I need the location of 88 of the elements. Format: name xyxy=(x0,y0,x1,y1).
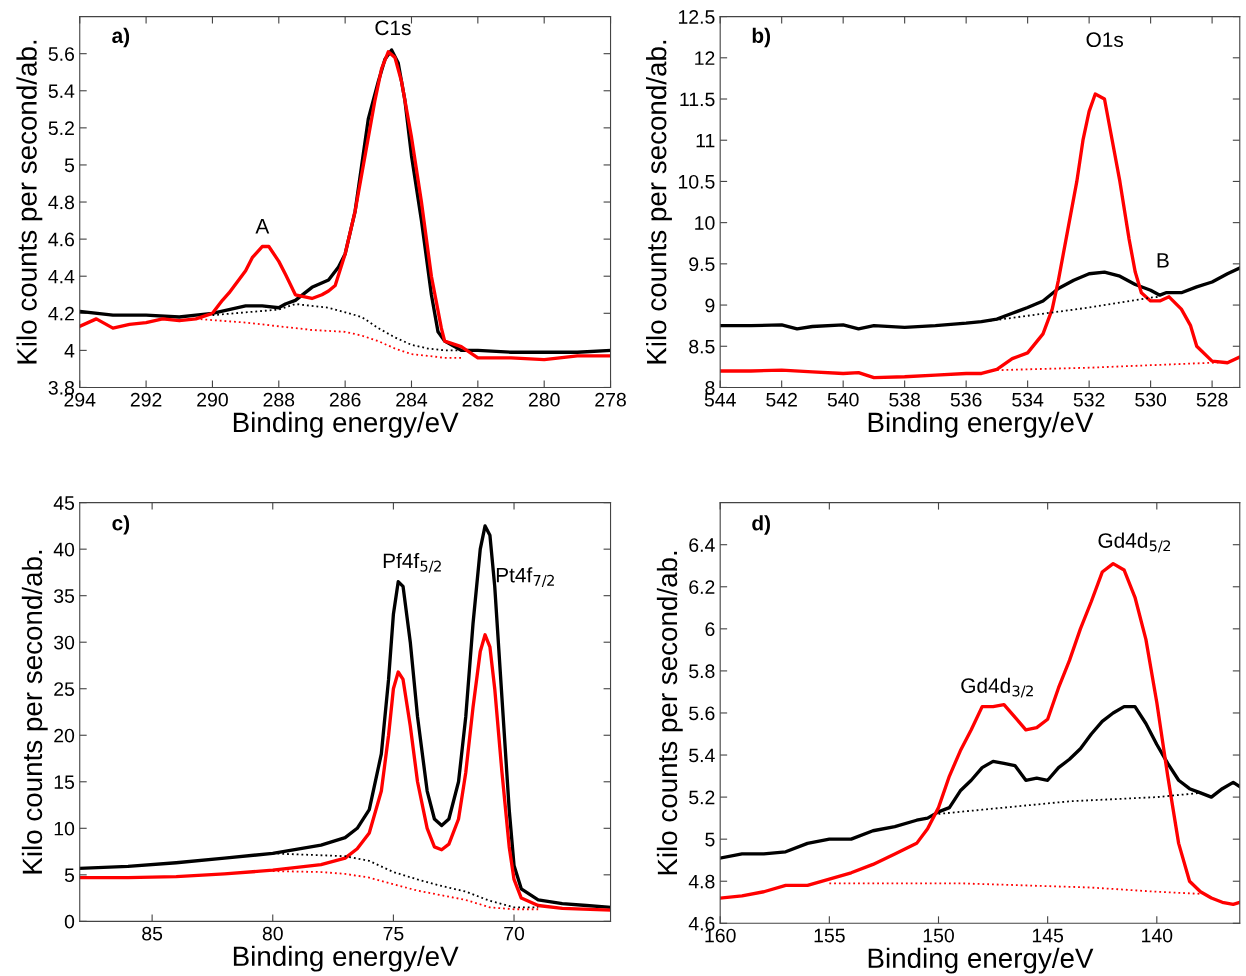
x-tick-label: 140 xyxy=(1142,928,1173,943)
y-tick-label: 11 xyxy=(696,133,715,148)
y-tick-label: 40 xyxy=(53,542,75,557)
x-tick-label: 542 xyxy=(766,392,797,407)
y-axis-title: Kilo counts per second/ab. xyxy=(646,40,672,364)
annotation: Gd4d$_{5/2}$ xyxy=(1098,532,1171,553)
annotation: O1s xyxy=(1086,32,1124,48)
y-tick-label: 10 xyxy=(54,821,75,836)
y-tick-label: 35 xyxy=(54,589,75,603)
text: d) xyxy=(752,515,770,535)
annotation: B xyxy=(1157,253,1169,268)
x-tick-label: 528 xyxy=(1196,392,1228,407)
line-series xyxy=(720,704,1240,860)
y-tick-label: 4.4 xyxy=(48,269,75,284)
y-tick-label: 5.4 xyxy=(48,84,75,98)
y-tick-label: 0 xyxy=(64,914,75,929)
x-axis-title: Binding energy/eV xyxy=(868,411,1094,438)
line-series xyxy=(720,92,1240,380)
y-tick-label: 5 xyxy=(64,868,75,883)
x-tick-label: 534 xyxy=(1012,392,1044,407)
y-tick-label: 4 xyxy=(64,344,75,358)
x-tick-label: 278 xyxy=(595,392,626,407)
y-tick-label: 25 xyxy=(54,682,75,696)
line-series xyxy=(828,882,1202,895)
y-tick-label: 5.6 xyxy=(48,47,75,61)
x-axis-title: Binding energy/eV xyxy=(233,411,459,438)
x-tick-label: 536 xyxy=(950,392,982,407)
y-tick-label: 5.6 xyxy=(689,706,715,721)
line-series xyxy=(720,561,1240,907)
y-tick-label: 20 xyxy=(54,728,75,743)
x-tick-label: 286 xyxy=(329,392,361,407)
x-tick-label: 280 xyxy=(528,392,560,407)
y-tick-label: 4.8 xyxy=(48,195,75,210)
x-tick-label: 85 xyxy=(142,926,163,941)
annotation: Pf4f$_{5/2}$ xyxy=(383,552,441,573)
x-tick-label: 530 xyxy=(1135,392,1167,407)
y-tick-label: 4.8 xyxy=(688,874,715,889)
y-tick-label: 30 xyxy=(54,635,75,650)
annotation: C1s xyxy=(375,20,411,36)
y-tick-label: 5.2 xyxy=(48,121,74,136)
y-tick-label: 5.8 xyxy=(689,664,715,679)
x-tick-label: 538 xyxy=(889,392,921,407)
x-tick-label: 75 xyxy=(383,926,404,941)
y-tick-label: 15 xyxy=(54,775,75,790)
y-tick-label: 6.4 xyxy=(689,538,715,552)
line-series xyxy=(79,633,611,912)
y-tick-label: 12.5 xyxy=(678,10,715,24)
y-tick-label: 5.4 xyxy=(689,748,715,763)
x-tick-label: 70 xyxy=(504,926,525,941)
x-tick-label: 532 xyxy=(1073,392,1105,407)
x-tick-label: 80 xyxy=(262,926,283,941)
y-axis-title: Kilo counts per second/ab. xyxy=(656,551,683,875)
x-tick-label: 282 xyxy=(462,392,494,407)
x-tick-label: 150 xyxy=(923,928,954,943)
y-axis-title: Kilo counts per second/ab. xyxy=(16,40,43,364)
y-tick-label: 10.5 xyxy=(678,174,715,189)
y-tick-label: 5.2 xyxy=(689,790,715,805)
y-tick-label: 10 xyxy=(695,216,715,230)
y-tick-label: 8.5 xyxy=(689,339,715,354)
x-tick-label: 544 xyxy=(704,393,736,407)
x-tick-label: 145 xyxy=(1032,928,1064,943)
text: b) xyxy=(752,27,770,48)
text: c) xyxy=(112,515,130,535)
y-tick-label: 45 xyxy=(53,496,75,510)
y-tick-label: 4.6 xyxy=(48,232,75,247)
x-tick-label: 288 xyxy=(263,392,295,407)
y-tick-label: 4.2 xyxy=(48,306,74,321)
x-axis-title: Binding energy/eV xyxy=(233,945,459,972)
y-tick-label: 12 xyxy=(695,51,715,65)
y-tick-label: 6.2 xyxy=(689,580,715,595)
text: a) xyxy=(112,27,130,48)
y-axis-title: Kilo counts per second/ab. xyxy=(21,550,48,874)
line-series xyxy=(720,266,1240,331)
x-tick-label: 540 xyxy=(827,392,859,407)
x-tick-label: 155 xyxy=(814,928,845,943)
x-tick-label: 292 xyxy=(130,392,162,407)
y-tick-label: 5 xyxy=(64,158,75,173)
annotation: Gd4d$_{3/2}$ xyxy=(961,677,1033,698)
x-tick-label: 284 xyxy=(396,392,428,407)
annotation: A xyxy=(255,219,270,234)
y-tick-label: 11.5 xyxy=(680,92,715,107)
annotation: Pt4f$_{7/2}$ xyxy=(496,567,554,588)
x-axis-title: Binding energy/eV xyxy=(868,947,1094,974)
x-tick-label: 290 xyxy=(197,392,228,407)
y-tick-label: 9.5 xyxy=(689,257,715,272)
y-tick-label: 5 xyxy=(705,832,715,847)
y-tick-label: 9 xyxy=(705,298,715,313)
y-tick-label: 6 xyxy=(705,622,715,637)
